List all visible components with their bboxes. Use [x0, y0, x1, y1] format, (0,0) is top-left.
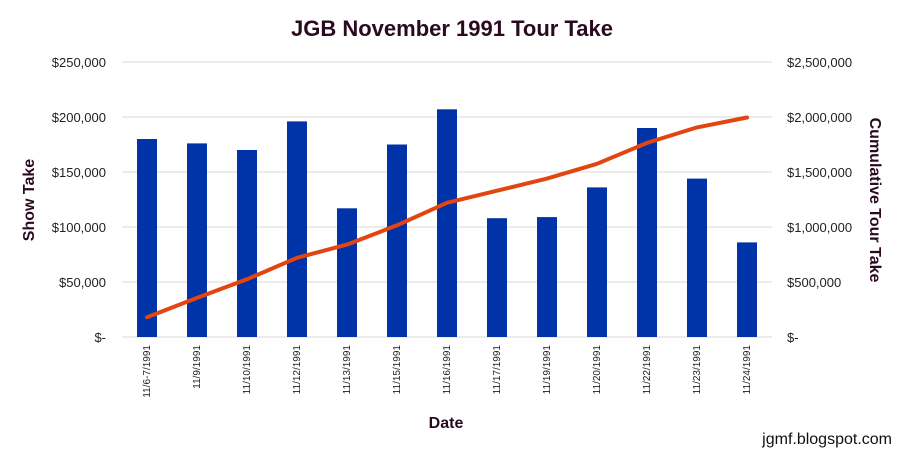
bar — [537, 217, 557, 337]
line-series — [145, 115, 749, 320]
x-tick-label: 11/15/1991 — [392, 345, 403, 395]
bar — [387, 144, 407, 337]
x-tick-label: 11/13/1991 — [342, 345, 353, 395]
y2-tick-label: $1,500,000 — [787, 165, 852, 180]
bar — [587, 187, 607, 337]
y2-tick-label: $1,000,000 — [787, 220, 852, 235]
bar — [737, 242, 757, 337]
y-tick-label: $50,000 — [59, 275, 106, 290]
x-tick-label: 11/6-7/1991 — [142, 345, 153, 398]
bar — [637, 128, 657, 337]
bar — [687, 178, 707, 337]
y2-tick-label: $500,000 — [787, 275, 841, 290]
bar — [287, 121, 307, 338]
bar — [337, 208, 357, 337]
watermark: jgmf.blogspot.com — [761, 431, 892, 448]
bar — [237, 150, 257, 337]
bar — [187, 143, 207, 337]
y2-tick-label: $2,500,000 — [787, 55, 852, 70]
y-tick-label: $200,000 — [52, 110, 106, 125]
left-axis-ticks: $- $50,000 $100,000 $150,000 $200,000 $250,00… — [52, 55, 106, 345]
bar — [437, 109, 457, 337]
right-axis-title: Cumulative Tour Take — [866, 118, 883, 283]
x-tick-label: 11/22/1991 — [642, 345, 653, 395]
left-axis-title: Show Take — [21, 159, 38, 241]
y-tick-label: $150,000 — [52, 165, 106, 180]
y2-tick-label: $- — [787, 330, 799, 345]
y2-tick-label: $2,000,000 — [787, 110, 852, 125]
bar — [137, 139, 157, 337]
x-tick-label: 11/12/1991 — [292, 345, 303, 395]
x-axis-ticks: 11/6-7/1991 11/9/1991 11/10/1991 11/12/1991… — [142, 345, 753, 398]
x-tick-label: 11/17/1991 — [492, 345, 503, 395]
y-tick-label: $250,000 — [52, 55, 106, 70]
bar — [487, 218, 507, 337]
chart-title: JGB November 1991 Tour Take — [291, 16, 613, 41]
x-tick-label: 11/24/1991 — [742, 345, 753, 395]
y-tick-label: $- — [94, 330, 106, 345]
y-tick-label: $100,000 — [52, 220, 106, 235]
bar-series — [137, 109, 757, 338]
x-tick-label: 11/9/1991 — [192, 345, 203, 389]
x-tick-label: 11/10/1991 — [242, 345, 253, 395]
x-tick-label: 11/19/1991 — [542, 345, 553, 395]
x-tick-label: 11/23/1991 — [692, 345, 703, 395]
x-tick-label: 11/16/1991 — [442, 345, 453, 395]
x-tick-label: 11/20/1991 — [592, 345, 603, 395]
x-axis-title: Date — [429, 415, 464, 432]
right-axis-ticks: $- $500,000 $1,000,000 $1,500,000 $2,000,000… — [787, 55, 852, 345]
